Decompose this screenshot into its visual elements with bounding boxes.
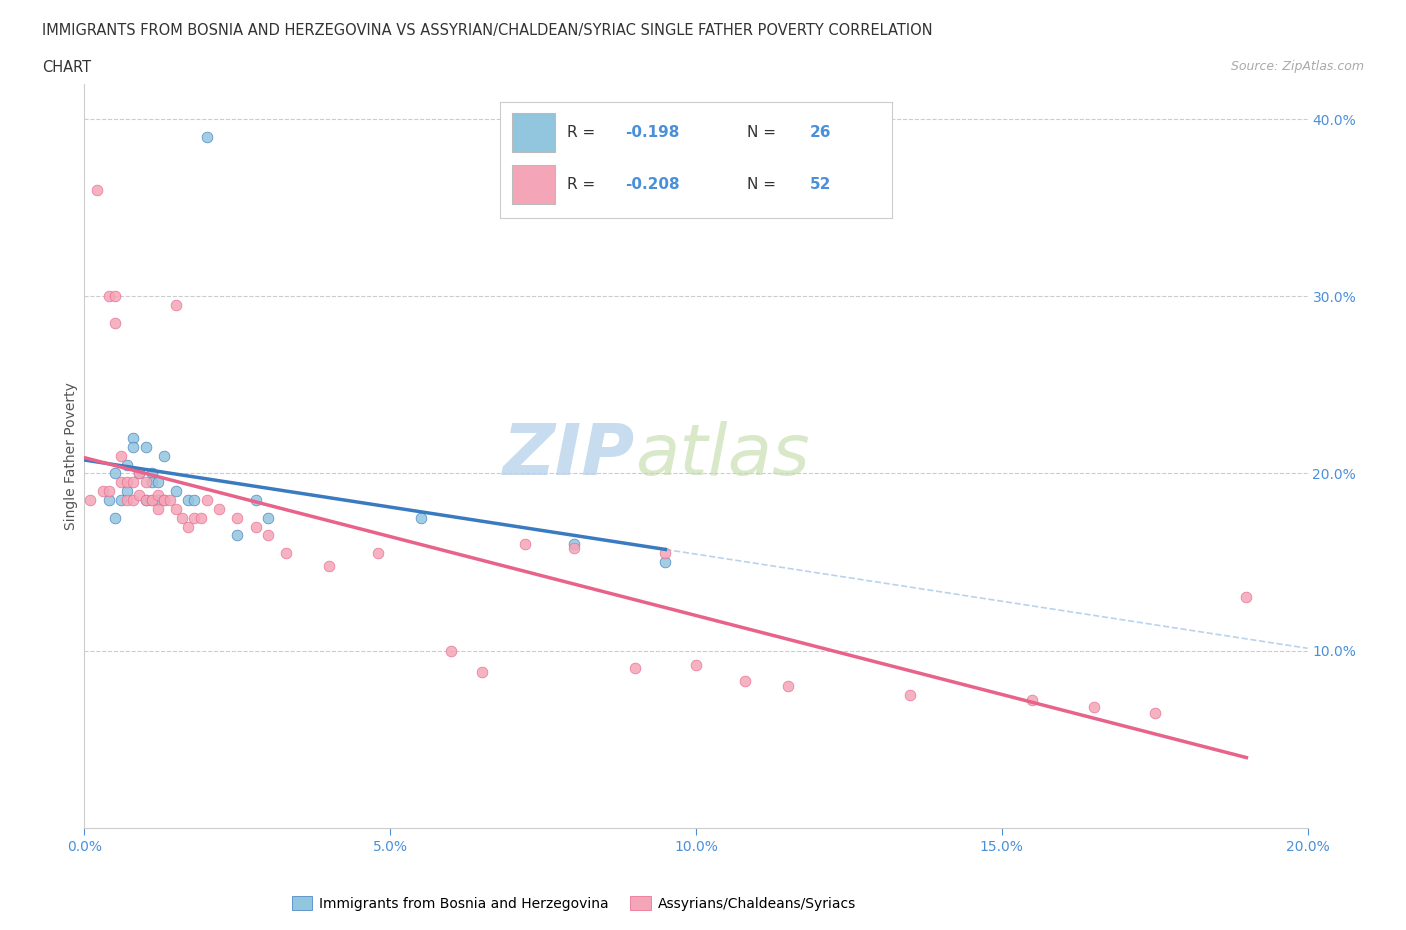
Text: IMMIGRANTS FROM BOSNIA AND HERZEGOVINA VS ASSYRIAN/CHALDEAN/SYRIAC SINGLE FATHER: IMMIGRANTS FROM BOSNIA AND HERZEGOVINA V…	[42, 23, 932, 38]
Legend: Immigrants from Bosnia and Herzegovina, Assyrians/Chaldeans/Syriacs: Immigrants from Bosnia and Herzegovina, …	[285, 890, 862, 916]
Point	[165, 484, 187, 498]
Point	[146, 487, 169, 502]
Text: atlas: atlas	[636, 421, 810, 490]
Point	[141, 493, 163, 508]
Point	[141, 493, 163, 508]
Y-axis label: Single Father Poverty: Single Father Poverty	[65, 381, 79, 530]
Point	[654, 554, 676, 569]
Point	[177, 519, 200, 534]
Point	[1236, 590, 1258, 604]
Point	[513, 537, 536, 551]
Point	[165, 501, 187, 516]
Point	[122, 431, 145, 445]
Point	[97, 289, 120, 304]
Point	[409, 511, 432, 525]
Point	[115, 475, 138, 490]
Point	[367, 546, 389, 561]
Point	[195, 129, 218, 144]
Point	[165, 298, 187, 312]
Point	[318, 558, 340, 573]
Point	[153, 448, 176, 463]
Point	[776, 679, 799, 694]
Point	[104, 315, 127, 330]
Point	[654, 546, 676, 561]
Point	[128, 487, 150, 502]
Point	[226, 528, 249, 543]
Point	[115, 493, 138, 508]
Point	[471, 664, 494, 679]
Text: Source: ZipAtlas.com: Source: ZipAtlas.com	[1230, 60, 1364, 73]
Point	[146, 493, 169, 508]
Point	[79, 493, 101, 508]
Point	[1083, 699, 1105, 714]
Point	[135, 493, 157, 508]
Point	[115, 484, 138, 498]
Point	[141, 475, 163, 490]
Point	[122, 475, 145, 490]
Point	[141, 466, 163, 481]
Point	[146, 475, 169, 490]
Point	[245, 493, 267, 508]
Point	[172, 511, 194, 525]
Point	[734, 673, 756, 688]
Point	[110, 493, 132, 508]
Point	[190, 511, 212, 525]
Point	[159, 493, 181, 508]
Point	[624, 661, 647, 676]
Point	[135, 493, 157, 508]
Point	[177, 493, 200, 508]
Point	[97, 484, 120, 498]
Point	[122, 493, 145, 508]
Point	[122, 439, 145, 454]
Point	[183, 493, 205, 508]
Point	[128, 466, 150, 481]
Point	[183, 511, 205, 525]
Point	[86, 182, 108, 197]
Point	[195, 493, 218, 508]
Point	[97, 493, 120, 508]
Point	[91, 484, 114, 498]
Text: CHART: CHART	[42, 60, 91, 75]
Point	[104, 466, 127, 481]
Point	[226, 511, 249, 525]
Point	[153, 493, 176, 508]
Point	[685, 658, 707, 672]
Point	[1021, 693, 1043, 708]
Point	[257, 528, 280, 543]
Point	[898, 687, 921, 702]
Point	[104, 289, 127, 304]
Point	[562, 537, 585, 551]
Point	[135, 475, 157, 490]
Point	[146, 501, 169, 516]
Point	[153, 493, 176, 508]
Text: ZIP: ZIP	[502, 421, 636, 490]
Point	[1143, 705, 1166, 720]
Point	[440, 644, 463, 658]
Point	[562, 540, 585, 555]
Point	[276, 546, 298, 561]
Point	[257, 511, 280, 525]
Point	[104, 511, 127, 525]
Point	[135, 439, 157, 454]
Point	[208, 501, 231, 516]
Point	[110, 475, 132, 490]
Point	[245, 519, 267, 534]
Point	[128, 466, 150, 481]
Point	[115, 458, 138, 472]
Point	[110, 448, 132, 463]
